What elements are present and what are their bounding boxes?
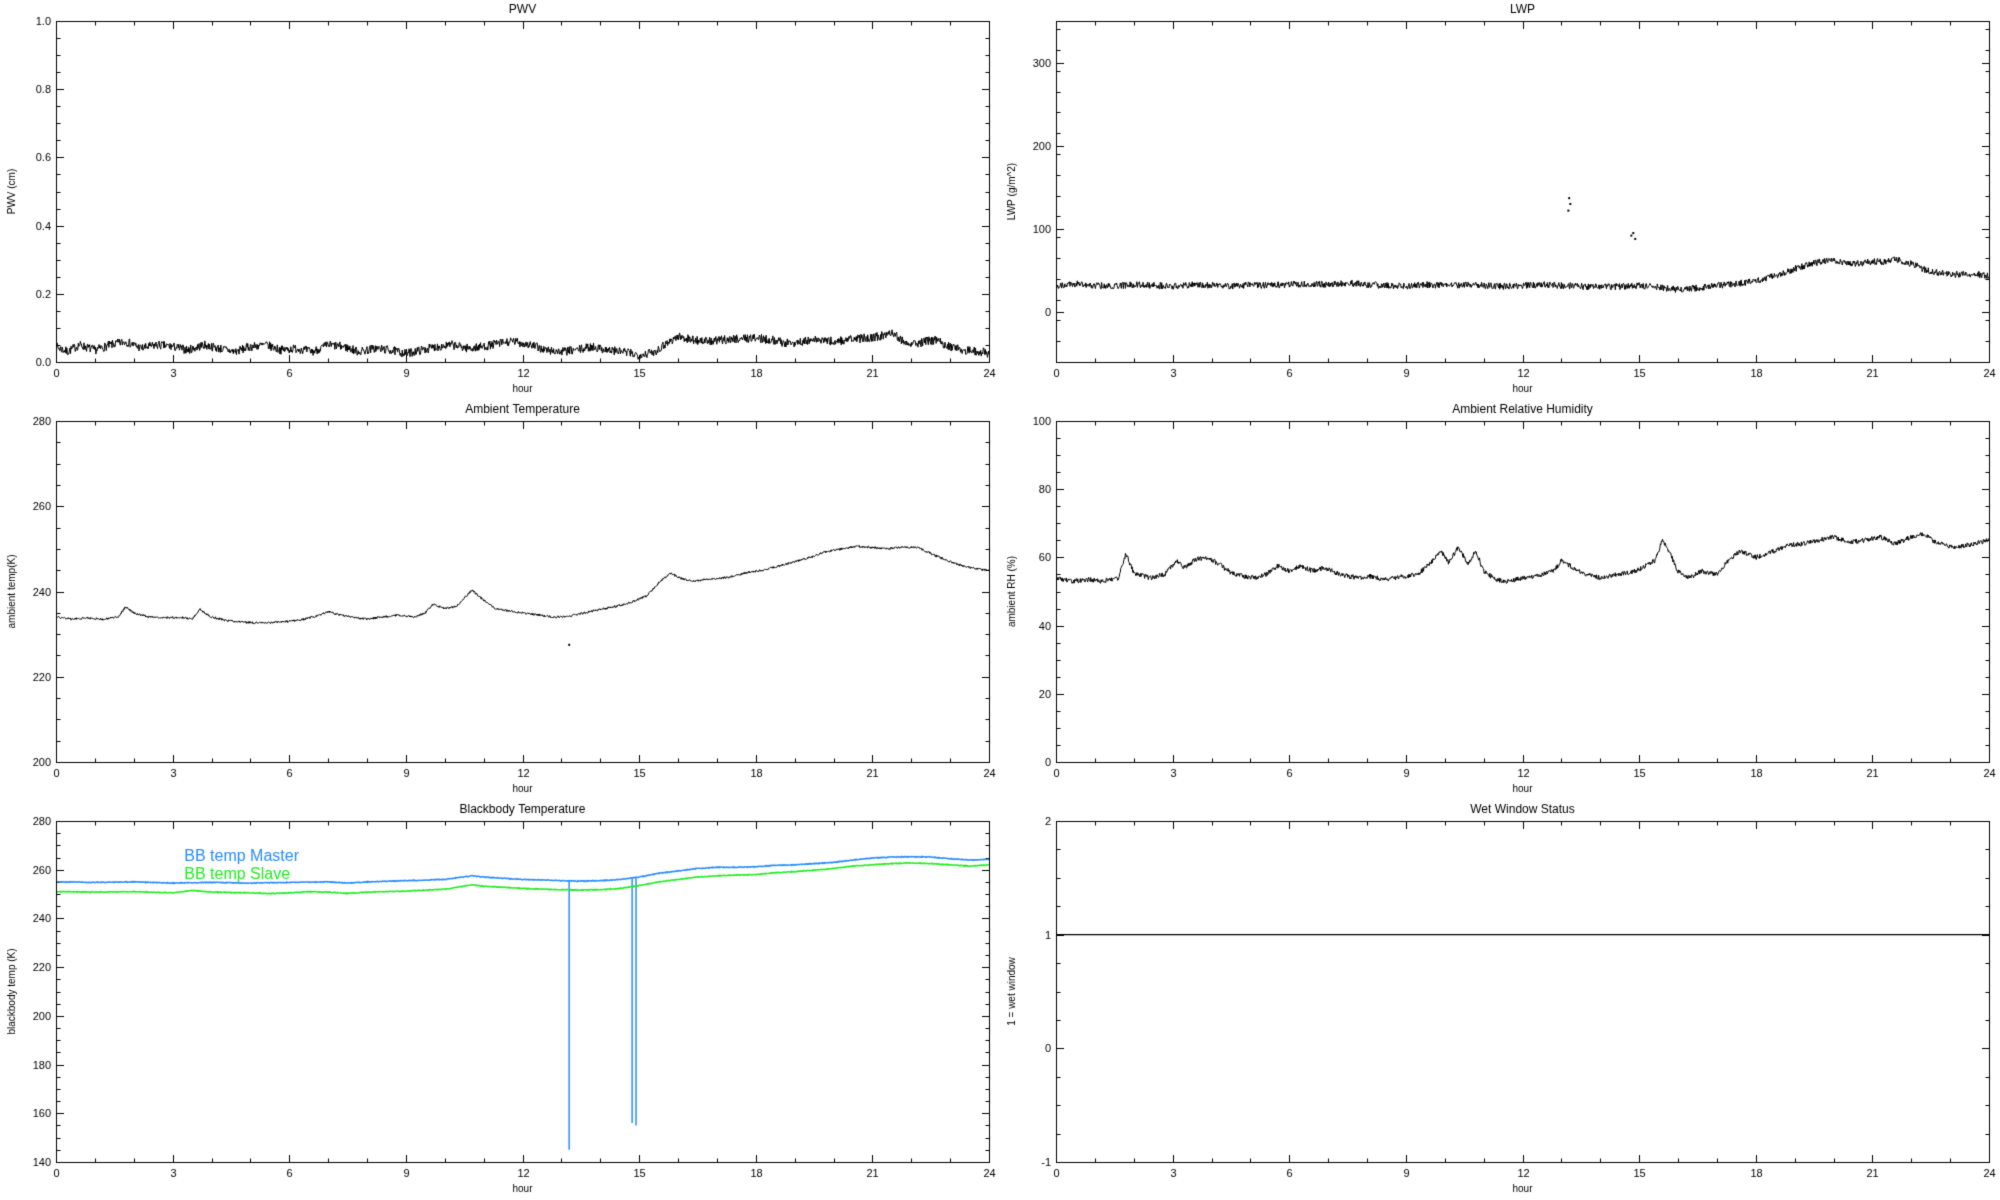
chart-ambient-relative-humidity: [1000, 400, 2000, 800]
chart-blackbody-temperature: [0, 800, 1000, 1200]
chart-ambient-relative-humidity-canvas: [1000, 400, 2000, 800]
chart-pwv-canvas: [0, 0, 1000, 400]
chart-blackbody-temperature-canvas: [0, 800, 1000, 1200]
chart-ambient-temperature-canvas: [0, 400, 1000, 800]
chart-lwp: [1000, 0, 2000, 400]
chart-wet-window-status: [1000, 800, 2000, 1200]
chart-pwv: [0, 0, 1000, 400]
chart-wet-window-status-canvas: [1000, 800, 2000, 1200]
chart-ambient-temperature: [0, 400, 1000, 800]
chart-lwp-canvas: [1000, 0, 2000, 400]
